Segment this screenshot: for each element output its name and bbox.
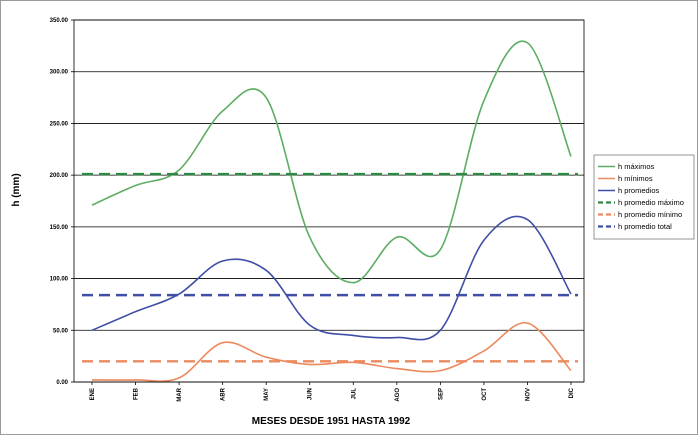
x-tick-label: OCT — [482, 388, 488, 401]
series-h-promedios — [91, 215, 572, 341]
x-tick-label: DIC — [569, 387, 575, 398]
legend-label: h promedio total — [618, 222, 672, 231]
y-axis-ticks: 0.00 50.00 100.00 150.00 200.00 250.00 300.00 3… — [50, 18, 74, 386]
x-tick-label: JUN — [308, 388, 314, 400]
x-tick-label: NOV — [525, 388, 531, 401]
y-tick-label: 150.00 — [50, 225, 69, 231]
legend-label: h promedio mínimo — [618, 210, 682, 219]
axes — [73, 19, 585, 383]
y-tick-label: 200.00 — [50, 173, 69, 179]
x-tick-label: ABR — [221, 387, 227, 401]
y-tick-label: 100.00 — [50, 277, 69, 283]
legend-box — [593, 154, 695, 240]
legend-label: h mínimos — [618, 174, 653, 183]
x-tick-label: JUL — [351, 388, 357, 400]
x-tick-label: FEB — [134, 387, 140, 400]
y-axis-title: h (mm) — [11, 173, 22, 206]
x-tick-label: MAY — [264, 388, 270, 401]
x-tick-label: ENE — [90, 388, 96, 400]
y-tick-label: 0.00 — [56, 380, 68, 386]
y-tick-label: 250.00 — [50, 121, 69, 127]
x-axis-ticks: ENE FEB MAR ABR MAY JUN JUL AGO SEP OCT NOV DIC — [90, 382, 575, 402]
legend-label: h promedios — [618, 186, 660, 195]
series-h-maximos — [91, 40, 572, 284]
y-tick-label: 50.00 — [53, 328, 69, 334]
legend-label: h máximos — [618, 162, 655, 171]
x-tick-label: MAR — [177, 387, 183, 401]
y-tick-label: 350.00 — [50, 18, 69, 24]
x-tick-label: AGO — [395, 388, 401, 402]
legend-label: h promedio máximo — [618, 198, 684, 207]
x-tick-label: SEP — [438, 388, 444, 400]
plot-area-border — [73, 19, 585, 383]
y-tick-label: 300.00 — [50, 70, 69, 76]
series-h-minimos — [91, 322, 572, 382]
gridlines — [74, 19, 584, 383]
x-axis-title: MESES DESDE 1951 HASTA 1992 — [252, 416, 411, 427]
series-lines — [82, 40, 578, 382]
legend: h máximos h mínimos h promedios h promedio … — [593, 154, 695, 240]
